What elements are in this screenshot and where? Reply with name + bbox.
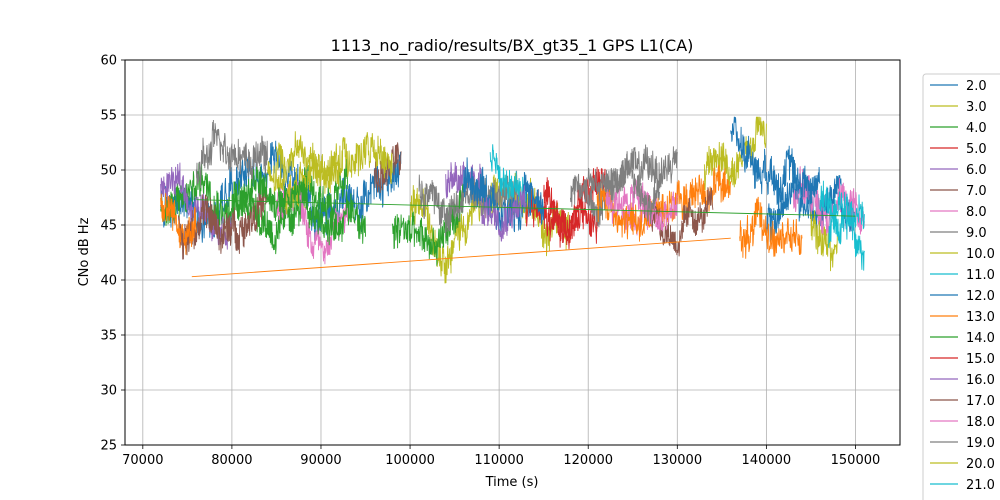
series-line xyxy=(543,177,598,248)
series-line xyxy=(195,119,268,189)
chart-title: 1113_no_radio/results/BX_gt35_1 GPS L1(C… xyxy=(331,36,694,56)
x-tick-label: 100000 xyxy=(385,453,435,468)
legend-label: 6.0 xyxy=(966,163,987,178)
legend-label: 21.0 xyxy=(966,478,995,493)
x-ticks: 70000 80000 90000 100000 110000 120000 130000 1… xyxy=(122,445,880,468)
legend-item: 11.0 xyxy=(930,268,995,283)
x-tick-label: 70000 xyxy=(122,453,163,468)
series-connector-line xyxy=(196,199,856,217)
legend-label: 8.0 xyxy=(966,205,987,220)
x-tick-label: 150000 xyxy=(831,453,881,468)
x-tick-label: 130000 xyxy=(652,453,702,468)
legend-label: 10.0 xyxy=(966,247,995,262)
series-line xyxy=(373,142,402,194)
legend-label: 2.0 xyxy=(966,79,987,94)
legend-item: 5.0 xyxy=(930,142,987,157)
series-line xyxy=(160,193,197,255)
y-tick-label: 40 xyxy=(100,274,117,289)
legend-item: 4.0 xyxy=(930,121,987,136)
legend-item: 10.0 xyxy=(930,247,995,262)
series-line xyxy=(463,157,545,233)
legend-label: 20.0 xyxy=(966,457,995,472)
x-tick-label: 110000 xyxy=(474,453,524,468)
legend-item: 16.0 xyxy=(930,373,995,388)
y-tick-label: 55 xyxy=(100,109,117,124)
legend-label: 15.0 xyxy=(966,352,995,367)
x-tick-label: 120000 xyxy=(563,453,613,468)
legend-item: 19.0 xyxy=(930,436,995,451)
legend-item: 2.0 xyxy=(930,79,987,94)
legend-item: 3.0 xyxy=(930,100,987,115)
legend-label: 18.0 xyxy=(966,415,995,430)
y-tick-label: 45 xyxy=(100,219,117,234)
legend-label: 4.0 xyxy=(966,121,987,136)
axes-frame xyxy=(124,59,901,446)
series-line xyxy=(160,162,233,250)
y-tick-label: 50 xyxy=(100,164,117,179)
legend-item: 8.0 xyxy=(930,205,987,220)
legend-item: 17.0 xyxy=(930,394,995,409)
legend-label: 14.0 xyxy=(966,331,995,346)
series-line xyxy=(231,166,366,246)
legend-label: 17.0 xyxy=(966,394,995,409)
series-line xyxy=(587,153,660,224)
series-line xyxy=(819,180,865,271)
series-line xyxy=(730,116,821,205)
y-tick-label: 25 xyxy=(100,439,117,454)
legend-box xyxy=(922,73,1000,500)
x-tick-label: 140000 xyxy=(742,453,792,468)
series-connector-line xyxy=(191,237,731,278)
plot-area xyxy=(160,116,865,284)
series-layer xyxy=(160,116,865,284)
legend: 2.0 3.0 4.0 5.0 6.0 7.0 8.0 9.0 10.0 11.0 12.0 13.0… xyxy=(922,73,1000,500)
series-line xyxy=(275,131,340,194)
legend-label: 13.0 xyxy=(966,310,995,325)
x-tick-label: 90000 xyxy=(300,453,341,468)
y-axis-label: CNo dB Hz xyxy=(77,217,92,286)
legend-item: 13.0 xyxy=(930,310,995,325)
legend-label: 9.0 xyxy=(966,226,987,241)
legend-item: 9.0 xyxy=(930,226,987,241)
legend-label: 19.0 xyxy=(966,436,995,451)
legend-item: 12.0 xyxy=(930,289,995,304)
legend-label: 11.0 xyxy=(966,268,995,283)
series-line xyxy=(792,166,865,236)
legend-item: 20.0 xyxy=(930,457,995,472)
x-axis-label: Time (s) xyxy=(485,475,539,490)
series-line xyxy=(569,144,678,232)
legend-item: 21.0 xyxy=(930,478,995,493)
legend-label: 12.0 xyxy=(966,289,995,304)
legend-label: 16.0 xyxy=(966,373,995,388)
legend-label: 5.0 xyxy=(966,142,987,157)
series-line xyxy=(391,183,464,266)
legend-item: 14.0 xyxy=(930,331,995,346)
legend-item: 6.0 xyxy=(930,163,987,178)
legend-item: 18.0 xyxy=(930,415,995,430)
y-ticks: 25 30 35 40 45 50 55 60 xyxy=(100,54,125,454)
series-line xyxy=(739,196,803,259)
legend-item: 15.0 xyxy=(930,352,995,367)
legend-label: 3.0 xyxy=(966,100,987,115)
y-tick-label: 30 xyxy=(100,384,117,399)
y-tick-label: 60 xyxy=(100,54,117,69)
series-line xyxy=(810,210,839,272)
legend-label: 7.0 xyxy=(966,184,987,199)
x-tick-label: 80000 xyxy=(211,453,252,468)
y-tick-label: 35 xyxy=(100,329,117,344)
legend-item: 7.0 xyxy=(930,184,987,199)
